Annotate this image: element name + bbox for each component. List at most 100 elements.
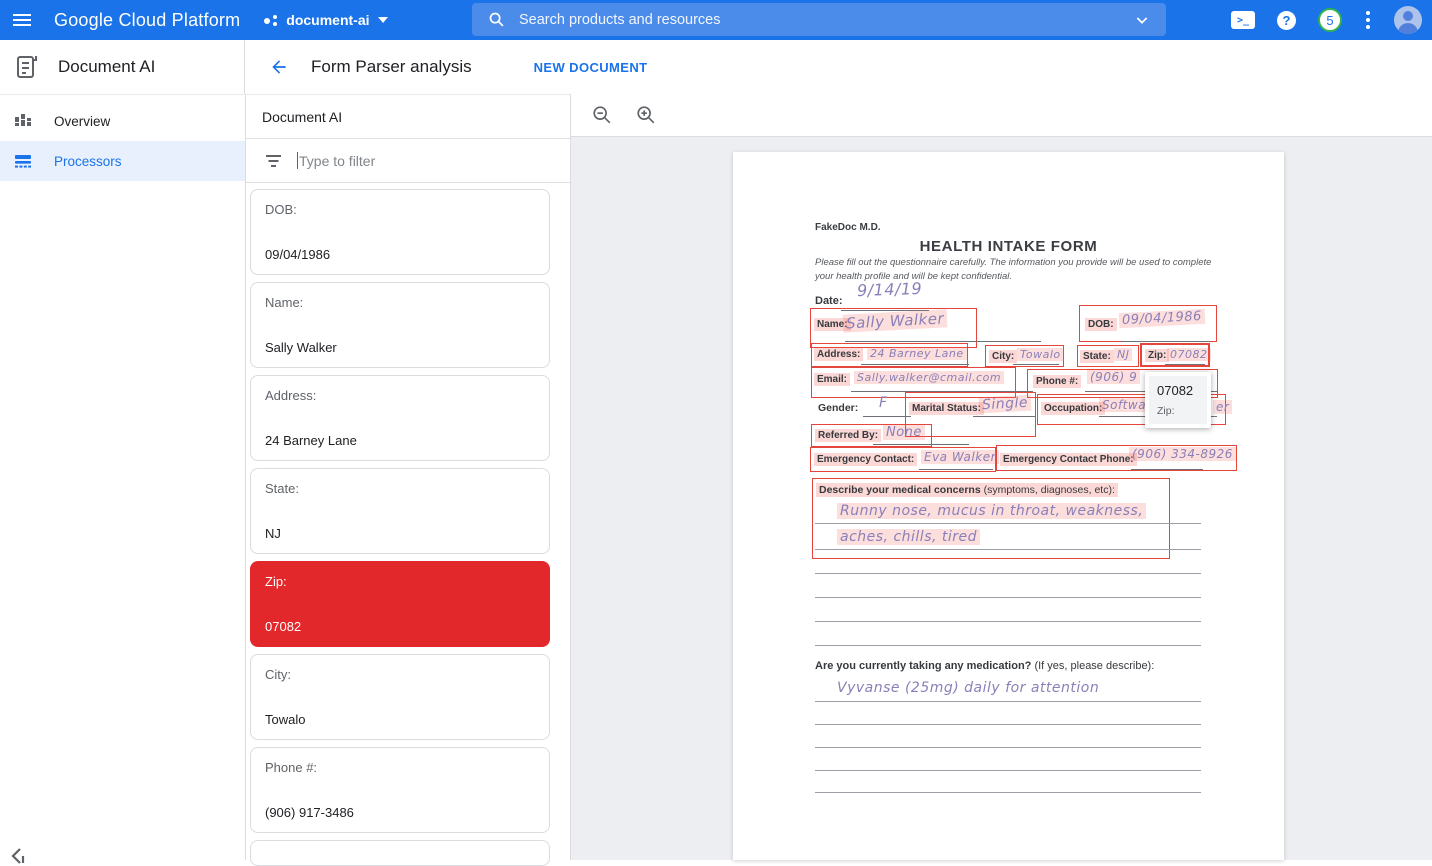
sidebar-item-processors[interactable]: Processors	[0, 141, 245, 181]
field-card[interactable]: Phone #: (906) 917-3486	[250, 747, 550, 833]
sidebar-item-label: Overview	[54, 113, 111, 129]
doc-medication-question: Are you currently taking any medication?…	[815, 660, 1155, 672]
field-card-value: Sally Walker	[265, 340, 337, 355]
app-bar: Document AI Form Parser analysis NEW DOC…	[0, 40, 1432, 94]
viewer-toolbar	[571, 94, 1432, 137]
zoom-out-icon[interactable]	[591, 104, 613, 126]
field-card-label: State:	[265, 481, 299, 496]
zip-tooltip: 07082 Zip:	[1145, 372, 1211, 428]
doc-emergency-bbox[interactable]	[810, 447, 996, 472]
zoom-in-icon[interactable]	[635, 104, 657, 126]
doc-occupation-bbox[interactable]	[1037, 394, 1226, 425]
gcp-logo[interactable]: Google Cloud Platform	[54, 9, 241, 30]
doc-address-bbox[interactable]	[811, 343, 968, 367]
doc-date-label: Date:	[815, 295, 843, 307]
field-card[interactable]: Zip: 07082	[250, 561, 550, 647]
doc-dob-label: DOB:	[1085, 318, 1117, 331]
doc-title: HEALTH INTAKE FORM	[919, 238, 1098, 255]
filter-row[interactable]	[246, 139, 570, 183]
field-card-label: Address:	[265, 388, 317, 403]
doc-occupation-label: Occupation:	[1041, 402, 1106, 415]
chevron-down-icon[interactable]	[1134, 12, 1150, 28]
doc-name-bbox[interactable]	[810, 308, 977, 348]
doc-occupation-value-tail: er	[1213, 400, 1233, 414]
doc-marital-bbox[interactable]	[905, 392, 1036, 437]
doc-emergency-value: Eva Walker	[921, 450, 1000, 464]
top-navigation-bar: Google Cloud Platform document-ai >_ ? 5	[0, 0, 1432, 40]
document-ai-icon	[17, 56, 37, 78]
filter-icon	[266, 154, 281, 167]
back-arrow-icon[interactable]	[265, 53, 293, 81]
notification-badge[interactable]: 5	[1318, 8, 1342, 32]
tooltip-label: Zip:	[1157, 405, 1175, 417]
kebab-icon[interactable]	[1364, 9, 1372, 31]
field-card-value: NJ	[265, 526, 281, 541]
field-card[interactable]: State: NJ	[250, 468, 550, 554]
apps-dots-icon	[264, 13, 278, 27]
doc-state-value: NJ	[1114, 348, 1133, 361]
project-selector[interactable]: document-ai	[264, 12, 388, 28]
field-card-list: DOB: 09/04/1986 Name: Sally Walker Address: 2…	[246, 183, 570, 866]
doc-concerns-line2: aches, chills, tired	[837, 529, 981, 545]
doc-email-bbox[interactable]	[811, 367, 1016, 398]
filter-input[interactable]	[299, 152, 519, 169]
doc-name-label: Name:	[814, 318, 851, 331]
field-card[interactable]: City: Towalo	[250, 654, 550, 740]
avatar[interactable]	[1394, 6, 1422, 34]
collapse-sidebar-icon[interactable]	[8, 846, 28, 866]
doc-phone-bbox[interactable]	[1027, 369, 1218, 398]
search-icon	[489, 12, 504, 27]
doc-referred-value: None	[883, 425, 925, 440]
doc-zip-value: 07082	[1167, 348, 1211, 361]
cloud-shell-icon[interactable]: >_	[1231, 11, 1255, 29]
field-card-label: DOB:	[265, 202, 297, 217]
doc-concerns-line1: Runny nose, mucus in throat, weakness,	[837, 503, 1147, 519]
doc-city-bbox[interactable]	[985, 345, 1064, 367]
doc-emergency-phone-value: (906) 334-8926	[1129, 447, 1236, 461]
page-title: Form Parser analysis	[311, 57, 472, 76]
field-card-value: (906) 917-3486	[265, 805, 354, 820]
search-input[interactable]	[519, 11, 1134, 28]
doc-phone-value: (906) 9	[1087, 370, 1141, 384]
doc-emergency-phone-label: Emergency Contact Phone:	[1000, 453, 1137, 466]
document-page: FakeDoc M.D. HEALTH INTAKE FORM Please f…	[733, 152, 1284, 860]
doc-emergency-phone-bbox[interactable]	[996, 445, 1237, 471]
doc-marital-label: Marital Status:	[909, 402, 984, 415]
doc-intro-line1: Please fill out the questionnaire carefu…	[815, 257, 1212, 268]
field-card-label: City:	[265, 667, 291, 682]
field-card-label: Name:	[265, 295, 304, 310]
field-card-partial[interactable]	[250, 840, 550, 866]
sidebar-item-overview[interactable]: Overview	[0, 101, 245, 141]
doc-concerns-bbox[interactable]	[812, 478, 1170, 559]
field-card-value: 24 Barney Lane	[265, 433, 357, 448]
global-search[interactable]	[472, 3, 1166, 36]
doc-zip-bbox-selected[interactable]	[1140, 343, 1210, 367]
doc-state-label: State:	[1080, 350, 1114, 363]
doc-state-bbox[interactable]	[1077, 345, 1139, 367]
field-card[interactable]: Address: 24 Barney Lane	[250, 375, 550, 461]
doc-concerns-label: Describe your medical concerns (symptoms…	[816, 483, 1118, 497]
field-card-value: 09/04/1986	[265, 247, 331, 262]
new-document-button[interactable]: NEW DOCUMENT	[533, 59, 648, 75]
menu-icon[interactable]	[0, 0, 44, 40]
field-card[interactable]: Name: Sally Walker	[250, 282, 550, 368]
chevron-down-icon	[377, 17, 388, 23]
doc-phone-label: Phone #:	[1033, 375, 1082, 388]
viewer-canvas[interactable]: FakeDoc M.D. HEALTH INTAKE FORM Please f…	[571, 137, 1432, 860]
sidebar-item-label: Processors	[54, 153, 122, 169]
doc-address-label: Address:	[814, 348, 864, 361]
help-icon[interactable]: ?	[1277, 10, 1296, 30]
tooltip-value: 07082	[1157, 383, 1194, 398]
doc-referred-label: Referred By:	[815, 429, 882, 442]
doc-medication-answer: Vyvanse (25mg) daily for attention	[837, 680, 1100, 696]
doc-city-value: Towalo	[1017, 348, 1064, 361]
doc-city-label: City:	[989, 350, 1018, 363]
field-card-value: Towalo	[265, 712, 306, 727]
field-card-label: Zip:	[265, 574, 287, 589]
text-caret	[297, 152, 298, 169]
field-card[interactable]: DOB: 09/04/1986	[250, 189, 550, 275]
processors-icon	[15, 155, 31, 168]
doc-referred-bbox[interactable]	[811, 424, 932, 447]
fields-panel: Document AI DOB: 09/04/1986 Name: Sally Wal…	[245, 94, 571, 866]
doc-marital-value: Single	[978, 394, 1032, 414]
